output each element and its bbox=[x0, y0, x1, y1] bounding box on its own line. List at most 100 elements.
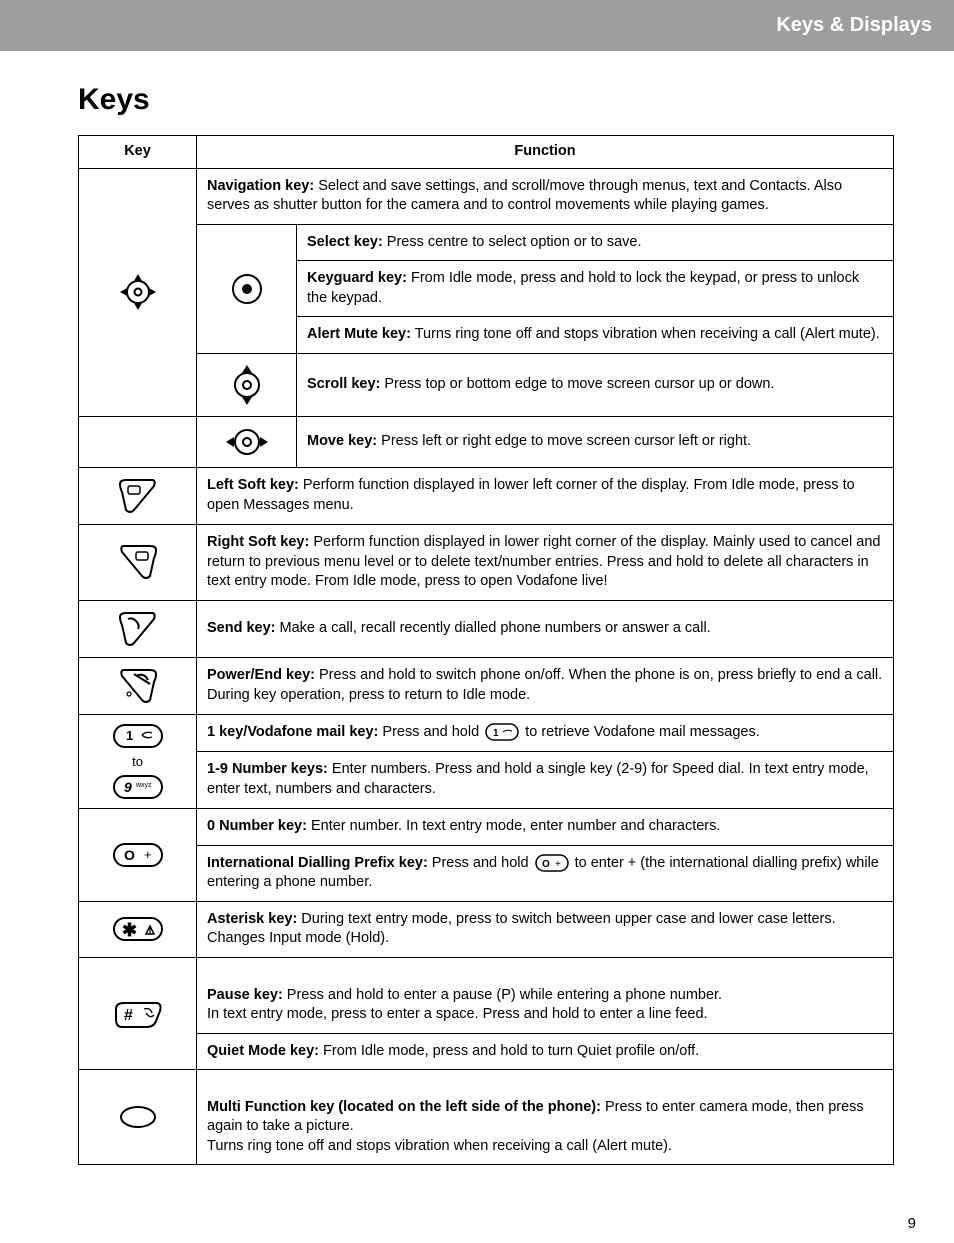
scroll-label: Scroll key: bbox=[307, 376, 380, 392]
hash-icon-cell: # bbox=[79, 957, 197, 1069]
row-pause: # Pause key: Press and hold to enter a p… bbox=[79, 957, 894, 1033]
alert-cell: Alert Mute key: Turns ring tone off and … bbox=[297, 317, 894, 354]
svg-text:1: 1 bbox=[493, 728, 499, 739]
row-multi: Multi Function key (located on the left … bbox=[79, 1070, 894, 1165]
svg-text:O: O bbox=[542, 859, 550, 870]
multi-icon-cell bbox=[79, 1070, 197, 1165]
key0-label: 0 Number key: bbox=[207, 818, 307, 834]
key-1-icon: 1 bbox=[112, 723, 164, 749]
select-cell: Select key: Press centre to select optio… bbox=[297, 224, 894, 261]
asterisk-cell: Asterisk key: During text entry mode, pr… bbox=[197, 901, 894, 957]
inline-key-0-icon: O+ bbox=[535, 854, 569, 872]
row-scroll: Scroll key: Press top or bottom edge to … bbox=[79, 353, 894, 416]
row-move: Move key: Press left or right edge to mo… bbox=[79, 416, 894, 467]
svg-text:wxyz: wxyz bbox=[135, 782, 152, 789]
alert-label: Alert Mute key: bbox=[307, 326, 411, 342]
key1-to-9-icon-cell: 1 to 9 wxyz bbox=[79, 714, 197, 809]
row-key19: 1-9 Number keys: Enter numbers. Press an… bbox=[79, 751, 894, 808]
send-label: Send key: bbox=[207, 620, 276, 636]
right-soft-label: Right Soft key: bbox=[207, 534, 309, 550]
svg-text:+: + bbox=[555, 859, 561, 870]
key19-label: 1-9 Number keys: bbox=[207, 761, 328, 777]
key0-icon-cell: O + bbox=[79, 809, 197, 902]
table-header-row: Key Function bbox=[79, 136, 894, 169]
power-icon-cell bbox=[79, 657, 197, 714]
power-cell: Power/End key: Press and hold to switch … bbox=[197, 657, 894, 714]
header-title: Keys & Displays bbox=[776, 14, 932, 36]
svg-text:9: 9 bbox=[124, 779, 132, 795]
key1-text-a: Press and hold bbox=[378, 724, 483, 740]
key0-text: Enter number. In text entry mode, enter … bbox=[307, 818, 720, 834]
power-label: Power/End key: bbox=[207, 667, 315, 683]
row-right-soft: Right Soft key: Perform function display… bbox=[79, 524, 894, 600]
header-bar: Keys & Displays bbox=[0, 0, 954, 51]
left-soft-key-icon bbox=[89, 476, 186, 516]
right-soft-key-icon bbox=[89, 542, 186, 582]
scroll-key-icon bbox=[207, 362, 286, 408]
row-quiet: Quiet Mode key: From Idle mode, press an… bbox=[79, 1033, 894, 1070]
row-navigation-intro: Navigation key: Select and save settings… bbox=[79, 168, 894, 224]
scroll-text: Press top or bottom edge to move screen … bbox=[380, 376, 774, 392]
left-soft-label: Left Soft key: bbox=[207, 477, 299, 493]
left-soft-cell: Left Soft key: Perform function displaye… bbox=[197, 467, 894, 524]
scroll-icon-cell bbox=[197, 353, 297, 416]
intl-text-a: Press and hold bbox=[428, 855, 533, 871]
right-soft-text: Perform function displayed in lower righ… bbox=[207, 534, 880, 589]
key1-label: 1 key/Vodafone mail key: bbox=[207, 724, 378, 740]
left-soft-icon-cell bbox=[79, 467, 197, 524]
header-function: Function bbox=[197, 136, 894, 169]
nav-intro-cell: Navigation key: Select and save settings… bbox=[197, 168, 894, 224]
to-label: to bbox=[132, 753, 143, 771]
quiet-cell: Quiet Mode key: From Idle mode, press an… bbox=[197, 1033, 894, 1070]
multi-cell: Multi Function key (located on the left … bbox=[197, 1070, 894, 1165]
send-text: Make a call, recall recently dialled pho… bbox=[276, 620, 711, 636]
key-9-icon: 9 wxyz bbox=[112, 774, 164, 800]
move-text: Press left or right edge to move screen … bbox=[377, 433, 751, 449]
right-soft-icon-cell bbox=[79, 524, 197, 600]
svg-text:+: + bbox=[144, 847, 152, 862]
row-select: Select key: Press centre to select optio… bbox=[79, 224, 894, 261]
key19-cell: 1-9 Number keys: Enter numbers. Press an… bbox=[197, 751, 894, 808]
pause-text: Press and hold to enter a pause (P) whil… bbox=[207, 987, 722, 1023]
key1-text-b: to retrieve Vodafone mail messages. bbox=[521, 724, 760, 740]
navigation-key-icon bbox=[89, 270, 186, 314]
power-end-key-icon bbox=[89, 666, 186, 706]
row-key1: 1 to 9 wxyz 1 key/Vodafone ma bbox=[79, 714, 894, 751]
nav-key-cell bbox=[79, 168, 197, 416]
nav-intro-label: Navigation key: bbox=[207, 178, 314, 194]
row-asterisk: ✱ Asterisk key: During text entry mode, … bbox=[79, 901, 894, 957]
page-number: 9 bbox=[0, 1215, 954, 1232]
move-key-icon bbox=[207, 425, 286, 459]
key0-cell: 0 Number key: Enter number. In text entr… bbox=[197, 809, 894, 846]
move-cell: Move key: Press left or right edge to mo… bbox=[297, 416, 894, 467]
section-title: Keys bbox=[78, 83, 894, 117]
intl-label: International Dialling Prefix key: bbox=[207, 855, 428, 871]
pause-cell: Pause key: Press and hold to enter a pau… bbox=[197, 957, 894, 1033]
row-key0: O + 0 Number key: Enter number. In text … bbox=[79, 809, 894, 846]
multi-label: Multi Function key (located on the left … bbox=[207, 1099, 601, 1115]
svg-text:O: O bbox=[124, 847, 135, 863]
scroll-cell: Scroll key: Press top or bottom edge to … bbox=[297, 353, 894, 416]
asterisk-key-icon: ✱ bbox=[89, 916, 186, 942]
asterisk-label: Asterisk key: bbox=[207, 911, 297, 927]
row-send: Send key: Make a call, recall recently d… bbox=[79, 600, 894, 657]
quiet-label: Quiet Mode key: bbox=[207, 1043, 319, 1059]
svg-text:1: 1 bbox=[126, 728, 133, 743]
send-cell: Send key: Make a call, recall recently d… bbox=[197, 600, 894, 657]
hash-key-icon: # bbox=[89, 999, 186, 1029]
select-text: Press centre to select option or to save… bbox=[383, 234, 642, 250]
move-label: Move key: bbox=[307, 433, 377, 449]
inline-key-1-icon: 1 bbox=[485, 723, 519, 741]
alert-text: Turns ring tone off and stops vibration … bbox=[411, 326, 880, 342]
send-key-icon bbox=[89, 609, 186, 649]
keyguard-label: Keyguard key: bbox=[307, 270, 407, 286]
row-left-soft: Left Soft key: Perform function displaye… bbox=[79, 467, 894, 524]
send-icon-cell bbox=[79, 600, 197, 657]
key1-cell: 1 key/Vodafone mail key: Press and hold … bbox=[197, 714, 894, 751]
move-icon-cell bbox=[197, 416, 297, 467]
right-soft-cell: Right Soft key: Perform function display… bbox=[197, 524, 894, 600]
select-label: Select key: bbox=[307, 234, 383, 250]
asterisk-text: During text entry mode, press to switch … bbox=[207, 911, 836, 947]
multi-function-key-icon bbox=[89, 1105, 186, 1129]
page-content: Keys Key Function bbox=[0, 51, 954, 1185]
